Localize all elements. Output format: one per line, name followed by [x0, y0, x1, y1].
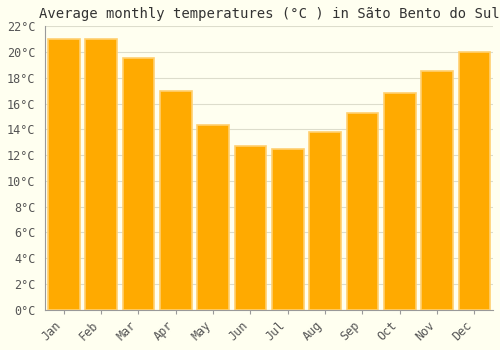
Bar [309, 132, 341, 310]
Bar [421, 71, 453, 310]
Bar [234, 146, 266, 310]
Bar [272, 149, 304, 310]
Bar [384, 93, 416, 310]
Bar [346, 113, 378, 310]
Title: Average monthly temperatures (°C ) in Sãto Bento do Sul: Average monthly temperatures (°C ) in Sã… [39, 7, 500, 21]
Bar [458, 52, 490, 310]
Bar [122, 58, 154, 310]
Bar [160, 91, 192, 310]
Bar [48, 39, 80, 310]
Bar [86, 39, 117, 310]
Bar [198, 126, 229, 310]
